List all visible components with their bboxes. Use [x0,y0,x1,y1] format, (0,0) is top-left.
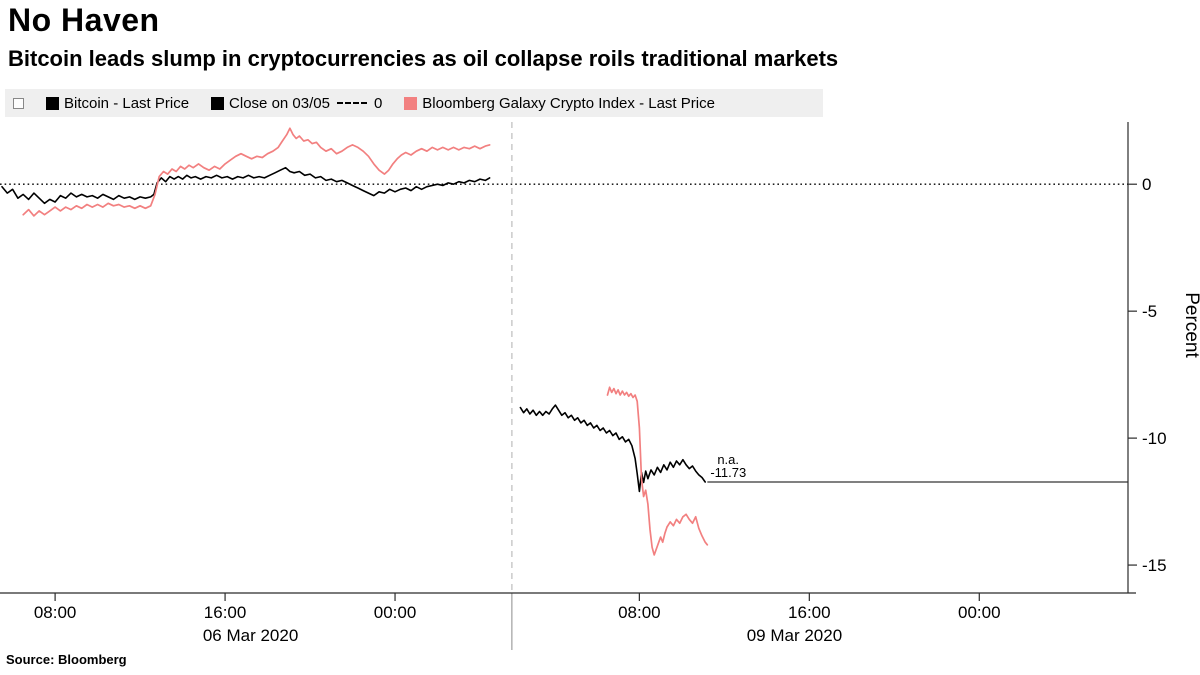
x-tick-label: 16:00 [204,603,247,622]
legend: Bitcoin - Last Price Close on 03/05 0 Bl… [5,89,823,117]
series-line-0 [519,404,707,493]
x-tick-label: 08:00 [34,603,77,622]
x-tick-label: 00:00 [374,603,417,622]
y-tick-label: 0 [1142,175,1151,194]
source-note: Source: Bloomberg [6,652,127,667]
x-date-label: 06 Mar 2020 [203,626,298,645]
close-swatch-icon [211,96,225,110]
legend-label-close: Close on 03/05 [229,94,330,112]
legend-label-bitcoin: Bitcoin - Last Price [64,94,190,112]
series-line-1 [606,386,709,556]
x-tick-label: 16:00 [788,603,831,622]
annotation-na-label: n.a. [717,452,739,467]
annotation-value-label: -11.73 [710,465,746,480]
legend-close-value: 0 [373,94,383,112]
y-tick-label: -15 [1142,556,1167,575]
series-line-0 [1,166,491,205]
dashed-line-sample-icon [336,102,367,104]
bitcoin-swatch-icon [46,96,59,110]
y-axis-title: Percent [1181,292,1200,358]
page-subtitle: Bitcoin leads slump in cryptocurrencies … [8,46,839,71]
x-tick-label: 08:00 [618,603,661,622]
legend-item-close: Close on 03/05 0 [211,95,382,112]
y-tick-label: -5 [1142,302,1157,321]
legend-item-bgci: Bloomberg Galaxy Crypto Index - Last Pri… [404,95,715,112]
y-tick-label: -10 [1142,429,1167,448]
x-date-label: 09 Mar 2020 [747,626,842,645]
series-line-1 [22,127,491,217]
chart-tracker-icon [13,97,24,109]
bgci-swatch-icon [404,96,418,110]
x-tick-label: 00:00 [958,603,1001,622]
legend-label-bgci: Bloomberg Galaxy Crypto Index - Last Pri… [422,94,715,112]
page-title: No Haven [8,2,160,38]
legend-item-bitcoin: Bitcoin - Last Price [46,95,189,112]
